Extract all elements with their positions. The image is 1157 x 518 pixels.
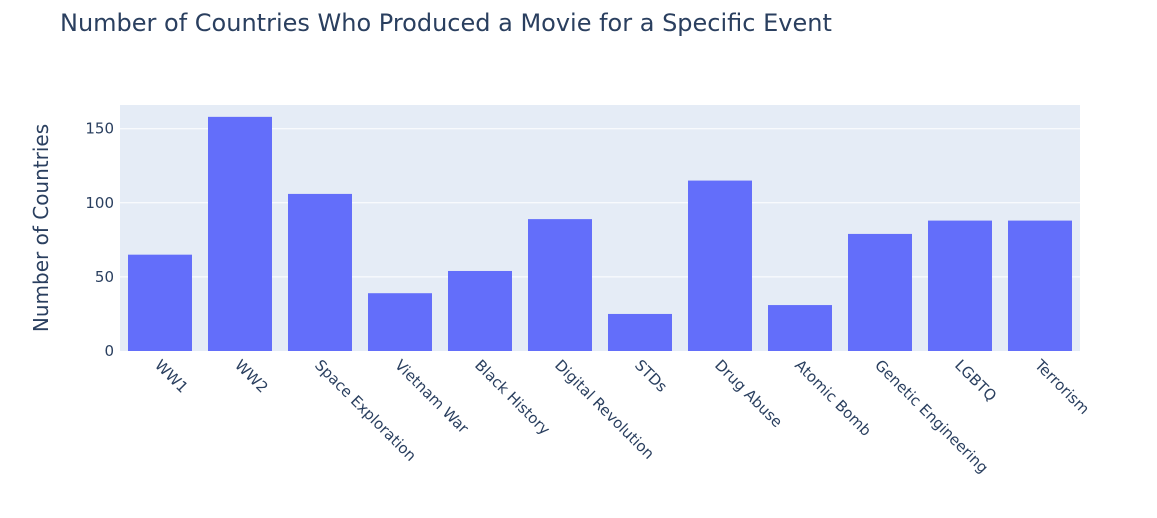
bar-genetic-engineering xyxy=(848,233,912,351)
x-tick-label: Terrorism xyxy=(1030,355,1093,418)
bar-digital-revolution xyxy=(528,219,592,351)
y-tick-label: 50 xyxy=(95,268,114,286)
y-tick-label: 150 xyxy=(85,120,114,138)
x-tick-label: Drug Abuse xyxy=(711,356,786,431)
x-tick-label: Vietnam War xyxy=(391,356,473,438)
bar-lgbtq xyxy=(928,220,992,351)
bar-atomic-bomb xyxy=(768,305,832,351)
bar-drug-abuse xyxy=(688,180,752,351)
x-tick-label: Black History xyxy=(471,356,554,439)
y-tick-label: 100 xyxy=(85,194,114,212)
y-tick-label: 0 xyxy=(104,342,114,360)
y-axis-label: Number of Countries xyxy=(29,124,53,332)
y-axis-ticks: 0 50 100 150 xyxy=(85,120,114,360)
x-tick-label: STDs xyxy=(631,356,671,396)
chart-title: Number of Countries Who Produced a Movie… xyxy=(60,9,832,37)
bar-stds xyxy=(608,313,672,351)
x-tick-label: WW1 xyxy=(151,356,191,396)
x-tick-label: WW2 xyxy=(231,356,271,396)
bar-space-exploration xyxy=(288,193,352,351)
gridlines xyxy=(120,128,1080,278)
x-tick-label: LGBTQ xyxy=(951,356,1000,405)
bar-ww2 xyxy=(208,116,272,351)
bar-terrorism xyxy=(1008,220,1072,351)
plot-area xyxy=(120,105,1080,351)
bars xyxy=(128,116,1072,351)
bar-ww1 xyxy=(128,254,192,351)
bar-black-history xyxy=(448,270,512,351)
x-tick-label: Atomic Bomb xyxy=(791,356,875,440)
bar-vietnam-war xyxy=(368,293,432,351)
